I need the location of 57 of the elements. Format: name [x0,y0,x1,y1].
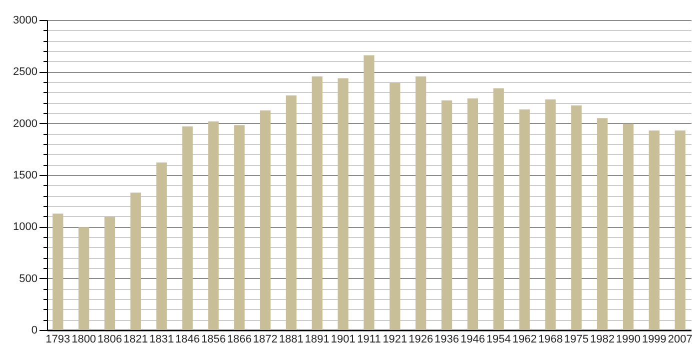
y-tick-label: 0 [31,324,38,336]
bar [182,126,193,330]
x-tick-label: 1921 [382,334,408,346]
x-tick-label: 1831 [149,334,174,346]
x-tick-label: 1856 [201,334,226,346]
x-tick-label: 1990 [616,334,640,346]
x-tick-label: 1954 [486,334,511,346]
y-tick-label: 2500 [13,66,38,78]
x-tick-label: 1946 [460,334,485,346]
x-tick-label: 1999 [642,334,666,346]
x-tick-label: 1968 [538,334,563,346]
x-tick-label: 1982 [590,334,615,346]
x-tick-label: 1881 [278,334,304,346]
y-tick-label: 500 [19,272,38,285]
x-tick-label: 1800 [72,334,96,346]
bar [493,88,504,330]
bar [130,192,141,330]
bar [545,99,556,330]
x-tick-label: 1962 [512,334,537,346]
x-tick-label: 1793 [46,334,70,346]
bar [648,130,660,330]
y-tick-label: 1500 [13,170,38,182]
bar [338,78,348,330]
x-tick-label: 1891 [304,334,330,346]
x-tick-label: 1975 [564,334,589,346]
bar [286,95,297,330]
x-tick-label: 1936 [434,334,460,346]
x-tick-label: 1821 [123,334,148,346]
bar [622,124,634,330]
bar [390,82,400,330]
bar [597,118,608,330]
bar [234,125,245,330]
x-tick-label: 2007 [668,334,692,346]
y-tick-label: 2000 [13,118,38,130]
bar [467,98,478,330]
bar [312,76,322,330]
y-tick-label: 1000 [13,221,38,234]
bar [260,110,271,330]
bar [104,216,116,330]
x-tick-label: 1806 [98,334,122,346]
bar [78,227,90,330]
x-tick-label: 1911 [357,334,381,346]
bar [519,109,530,330]
x-tick-label: 1926 [408,334,434,346]
x-tick-label: 1901 [330,334,356,346]
bar [416,76,426,330]
bar [441,100,452,330]
y-tick-label: 3000 [13,14,38,26]
bar [674,130,686,330]
bar [364,55,374,330]
bar [208,121,219,330]
x-tick-label: 1872 [253,334,278,346]
bar [52,214,64,330]
bar [571,105,582,330]
x-tick-label: 1866 [227,334,252,346]
bar [156,162,167,330]
x-tick-label: 1846 [175,334,200,346]
